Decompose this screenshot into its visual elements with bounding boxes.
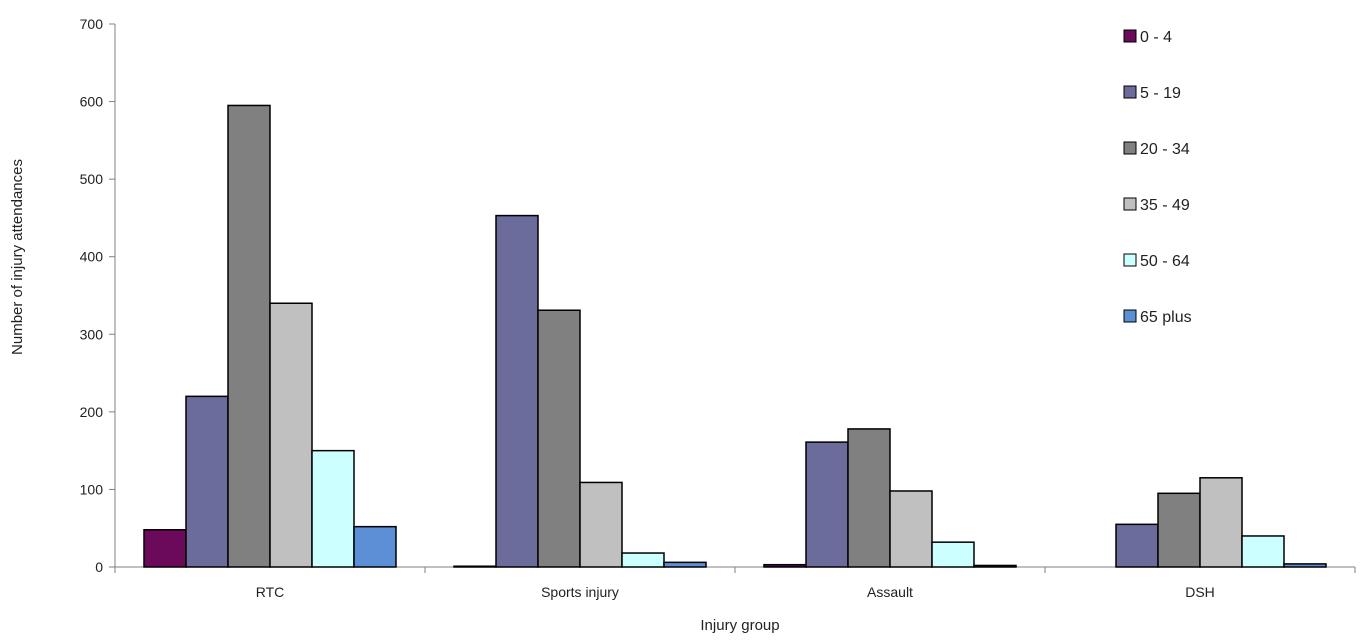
legend-swatch bbox=[1123, 309, 1137, 323]
bar bbox=[269, 302, 313, 568]
bar bbox=[931, 541, 975, 568]
bar bbox=[143, 529, 187, 568]
legend-label: 65 plus bbox=[1140, 309, 1192, 326]
x-tick-label: Sports injury bbox=[541, 584, 619, 600]
legend-label: 5 - 19 bbox=[1140, 85, 1181, 102]
bar bbox=[763, 563, 807, 568]
bar bbox=[621, 552, 665, 568]
y-tick-label: 700 bbox=[80, 16, 104, 32]
bar bbox=[185, 395, 229, 568]
y-tick-label: 100 bbox=[80, 481, 104, 497]
bar bbox=[1157, 492, 1201, 568]
bar bbox=[1199, 477, 1243, 568]
bar bbox=[663, 561, 707, 568]
bar bbox=[973, 564, 1017, 568]
bar bbox=[353, 525, 397, 568]
legend-label: 0 - 4 bbox=[1140, 29, 1172, 46]
legend-swatch bbox=[1123, 253, 1137, 267]
x-tick-label: RTC bbox=[256, 584, 285, 600]
x-tick-label: DSH bbox=[1185, 584, 1215, 600]
y-tick-label: 300 bbox=[80, 326, 104, 342]
bar bbox=[453, 565, 497, 568]
bar bbox=[1283, 563, 1327, 568]
bar bbox=[805, 441, 849, 568]
bar bbox=[579, 481, 623, 568]
legend-swatch bbox=[1123, 141, 1137, 155]
legend: 0 - 4 5 - 19 20 - 34 35 - 49 50 - 64 65 plus bbox=[1123, 29, 1192, 326]
bar bbox=[495, 214, 539, 568]
bar bbox=[889, 490, 933, 568]
bar bbox=[1241, 535, 1285, 568]
legend-swatch bbox=[1123, 85, 1137, 99]
legend-swatch bbox=[1123, 197, 1137, 211]
legend-label: 50 - 64 bbox=[1140, 253, 1190, 270]
x-axis-title: Injury group bbox=[700, 617, 779, 634]
y-tick-label: 400 bbox=[80, 249, 104, 265]
legend-swatch bbox=[1123, 29, 1137, 43]
x-tick-label: Assault bbox=[867, 584, 913, 600]
y-tick-label: 600 bbox=[80, 94, 104, 110]
bar bbox=[227, 104, 271, 568]
y-tick-label: 200 bbox=[80, 404, 104, 420]
y-axis-title: Number of injury attendances bbox=[9, 159, 26, 355]
bar bbox=[537, 309, 581, 568]
y-tick-label: 0 bbox=[95, 559, 103, 575]
bar bbox=[311, 449, 355, 568]
legend-label: 20 - 34 bbox=[1140, 141, 1190, 158]
bars-group bbox=[143, 104, 1327, 568]
legend-label: 35 - 49 bbox=[1140, 197, 1190, 214]
bar bbox=[847, 428, 891, 568]
bar bbox=[1115, 523, 1159, 568]
y-tick-label: 500 bbox=[80, 171, 104, 187]
